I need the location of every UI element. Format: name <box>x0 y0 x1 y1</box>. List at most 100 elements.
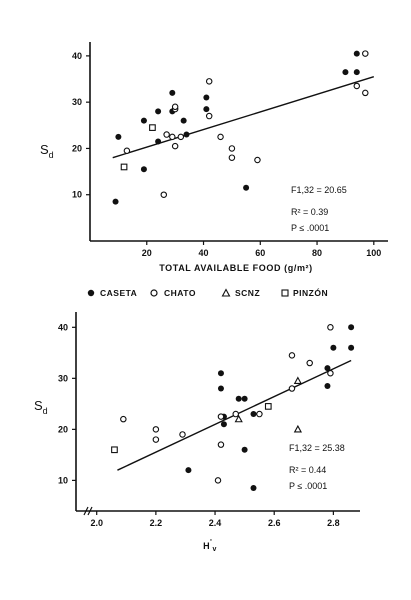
point-chato <box>228 154 236 161</box>
point-caseta <box>183 131 190 138</box>
point-caseta <box>353 50 360 57</box>
chart-bottom-marks <box>111 324 355 492</box>
point-caseta <box>155 108 162 115</box>
legend-item-chato: CHATO <box>150 288 195 298</box>
chart-top-stat-p: P ≤ .0001 <box>291 223 329 233</box>
chart-top-marks <box>112 50 375 205</box>
chart-bottom-stat-p: P ≤ .0001 <box>289 481 327 491</box>
point-caseta <box>169 89 176 96</box>
legend-item-pinzon: PINZÓN <box>281 287 328 298</box>
chart-bottom-x-tick-label: 2.4 <box>209 518 222 528</box>
point-caseta <box>241 395 248 402</box>
point-chato <box>152 426 160 433</box>
chart-bottom-stat-r2: R² = 0.44 <box>289 465 326 475</box>
point-caseta <box>235 395 242 402</box>
chart-bottom-x-tick-label: 2.0 <box>90 518 103 528</box>
chart-bottom-x-tick-label: 2.6 <box>268 518 281 528</box>
point-caseta <box>324 365 331 372</box>
chart-bottom-ticks: 2.0 2.2 2.4 2.6 2.8 10 20 30 40 <box>58 322 340 528</box>
point-chato <box>288 385 296 392</box>
point-chato <box>169 133 176 141</box>
legend: CASETA CHATO SCNZ PINZÓN <box>87 287 328 298</box>
point-pinzn <box>120 163 128 171</box>
chart-bottom-stat-f: F1,32 = 25.38 <box>289 443 345 453</box>
point-scnz <box>293 376 302 385</box>
legend-marker-pinzon <box>281 289 289 297</box>
chart-top-x-tick-label: 40 <box>199 248 209 258</box>
point-chato <box>217 441 225 448</box>
point-caseta <box>241 446 248 453</box>
point-caseta <box>140 117 147 124</box>
point-chato <box>228 145 236 152</box>
legend-marker-chato <box>150 289 158 297</box>
point-scnz <box>293 424 302 433</box>
point-caseta <box>203 106 210 113</box>
point-chato <box>214 477 222 484</box>
chart-top-y-tick-label: 20 <box>72 143 82 153</box>
point-chato <box>362 89 369 97</box>
chart-bottom-y-tick-label: 10 <box>58 475 68 485</box>
chart-top-ticks: 20 40 60 80 100 10 20 30 40 <box>72 51 381 258</box>
point-caseta <box>115 133 122 140</box>
chart-top-stat-r2: R² = 0.39 <box>291 207 328 217</box>
chart-top-x-tick-label: 80 <box>312 248 322 258</box>
chart-top-x-tick-label: 20 <box>142 248 152 258</box>
point-chato <box>123 147 131 155</box>
chart-bottom-x-tick-label: 2.2 <box>150 518 163 528</box>
point-chato <box>362 50 369 57</box>
point-caseta <box>342 69 349 76</box>
point-chato <box>171 142 179 150</box>
point-chato <box>152 436 160 443</box>
point-chato <box>120 415 127 423</box>
point-caseta <box>112 198 119 205</box>
point-pinzn <box>149 124 156 131</box>
chart-top-fit-line <box>112 76 375 159</box>
point-caseta <box>348 324 355 331</box>
chart-top-stat-f: F1,32 = 20.65 <box>291 185 347 195</box>
point-caseta <box>250 485 257 492</box>
chart-bottom-y-tick-label: 30 <box>58 373 68 383</box>
point-chato <box>232 410 240 418</box>
legend-marker-scnz <box>221 288 231 297</box>
point-chato <box>306 359 313 367</box>
legend-label-pinzon: PINZÓN <box>293 287 328 298</box>
point-chato <box>256 410 263 418</box>
point-chato <box>327 324 334 331</box>
point-caseta <box>324 382 331 389</box>
point-pinzn <box>111 446 118 454</box>
point-chato <box>327 369 334 377</box>
chart-top: 20 40 60 80 100 10 20 30 40 Sd TOTAL AVAILABLE F… <box>40 42 388 273</box>
chart-bottom-x-label: H'v <box>203 539 217 553</box>
point-chato <box>205 78 213 85</box>
point-caseta <box>330 344 337 351</box>
chart-bottom: 2.0 2.2 2.4 2.6 2.8 10 20 30 40 Sd H'v F1,32 = 2… <box>34 312 360 553</box>
axis-break-icon <box>83 506 93 516</box>
legend-item-caseta: CASETA <box>87 288 137 298</box>
point-caseta <box>185 467 192 474</box>
chart-top-x-label: TOTAL AVAILABLE FOOD (g/m²) <box>159 263 313 273</box>
point-chato <box>177 133 185 141</box>
point-caseta <box>217 385 224 392</box>
chart-top-x-tick-label: 100 <box>366 248 381 258</box>
point-chato <box>171 103 179 111</box>
point-caseta <box>243 184 250 191</box>
point-scnz <box>234 414 243 423</box>
point-caseta <box>348 344 355 351</box>
chart-bottom-y-tick-label: 20 <box>58 424 68 434</box>
chart-bottom-stats: F1,32 = 25.38 R² = 0.44 P ≤ .0001 <box>289 443 345 491</box>
legend-marker-caseta <box>87 289 95 297</box>
chart-bottom-y-label: Sd <box>34 398 48 416</box>
point-chato <box>288 352 296 359</box>
chart-bottom-x-tick-label: 2.8 <box>327 518 340 528</box>
chart-top-y-tick-label: 40 <box>72 51 82 61</box>
point-caseta <box>203 94 210 101</box>
point-caseta <box>155 138 162 145</box>
chart-top-y-tick-label: 30 <box>72 97 82 107</box>
chart-bottom-y-tick-label: 40 <box>58 322 68 332</box>
chart-top-x-tick-label: 60 <box>255 248 265 258</box>
legend-label-scnz: SCNZ <box>235 288 260 298</box>
point-chato <box>205 112 213 120</box>
legend-item-scnz: SCNZ <box>221 288 260 298</box>
point-chato <box>217 413 225 420</box>
chart-top-stats: F1,32 = 20.65 R² = 0.39 P ≤ .0001 <box>291 185 347 233</box>
